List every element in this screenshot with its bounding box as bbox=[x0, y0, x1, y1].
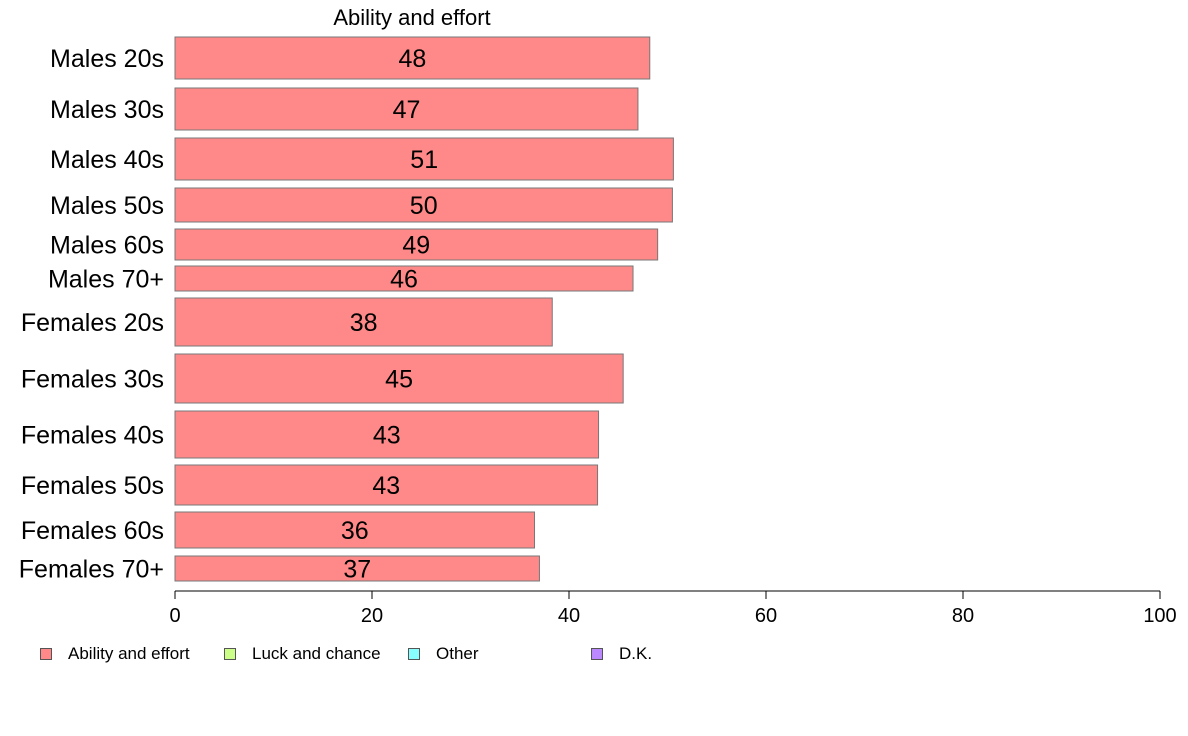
legend-label: D.K. bbox=[619, 644, 653, 663]
x-tick-label: 40 bbox=[558, 605, 580, 627]
legend-label: Luck and chance bbox=[252, 644, 381, 663]
bar bbox=[174, 187, 673, 223]
x-axis: 0 20 40 60 80 100 bbox=[169, 590, 1177, 627]
data-label: 47 bbox=[393, 96, 421, 124]
x-tick-label: 80 bbox=[952, 605, 974, 627]
bar bbox=[174, 464, 599, 506]
legend-swatch bbox=[224, 648, 236, 660]
legend-item-ability-and-effort: Ability and effort bbox=[40, 644, 190, 664]
legend-item-luck-and-chance: Luck and chance bbox=[224, 644, 381, 664]
data-label: 36 bbox=[341, 517, 369, 545]
category-label: Males 70+ bbox=[48, 266, 164, 294]
legend-label: Other bbox=[436, 644, 479, 663]
x-tick-label: 60 bbox=[755, 605, 777, 627]
bar bbox=[174, 228, 659, 261]
category-label: Females 40s bbox=[21, 422, 164, 450]
legend-label: Ability and effort bbox=[68, 644, 190, 663]
bar bbox=[174, 297, 553, 347]
data-label: 38 bbox=[350, 309, 378, 337]
category-label: Males 50s bbox=[50, 192, 164, 220]
category-label: Males 30s bbox=[50, 96, 164, 124]
data-label: 43 bbox=[372, 472, 400, 500]
data-label: 51 bbox=[410, 146, 438, 174]
legend-item-dk: D.K. bbox=[591, 644, 652, 664]
category-label: Females 30s bbox=[21, 366, 164, 394]
category-label: Males 20s bbox=[50, 45, 164, 73]
x-tick-label: 0 bbox=[169, 605, 180, 627]
category-label: Females 60s bbox=[21, 517, 164, 545]
legend-swatch bbox=[591, 648, 603, 660]
data-label: 45 bbox=[385, 366, 413, 394]
chart-title: Ability and effort bbox=[333, 5, 490, 30]
legend-swatch bbox=[40, 648, 52, 660]
x-tick-label: 20 bbox=[361, 605, 383, 627]
bar bbox=[174, 410, 600, 459]
data-label: 50 bbox=[410, 192, 438, 220]
bar bbox=[174, 87, 639, 131]
bar bbox=[174, 353, 624, 404]
legend-item-other: Other bbox=[408, 644, 479, 664]
category-label: Females 70+ bbox=[19, 556, 164, 584]
bar bbox=[174, 36, 651, 80]
x-tick-label: 100 bbox=[1143, 605, 1176, 627]
bar bbox=[174, 555, 540, 582]
bars-layer: Males 20s 48 Males 30s 47 Males 40s 51 Males 5… bbox=[19, 36, 674, 584]
data-label: 48 bbox=[398, 45, 426, 73]
data-label: 49 bbox=[402, 232, 430, 260]
data-label: 37 bbox=[343, 556, 371, 584]
bar bbox=[174, 265, 634, 292]
category-label: Males 40s bbox=[50, 146, 164, 174]
bar bbox=[174, 137, 674, 181]
category-label: Males 60s bbox=[50, 232, 164, 260]
bar bbox=[174, 511, 536, 549]
legend-swatch bbox=[408, 648, 420, 660]
legend: Ability and effort Luck and chance Other… bbox=[40, 644, 740, 666]
category-label: Females 20s bbox=[21, 309, 164, 337]
category-label: Females 50s bbox=[21, 472, 164, 500]
data-label: 46 bbox=[390, 266, 418, 294]
data-label: 43 bbox=[373, 422, 401, 450]
